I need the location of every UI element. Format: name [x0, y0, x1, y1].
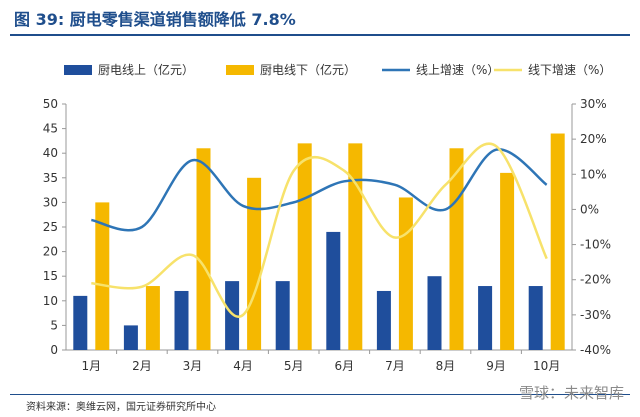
- bar-online: [174, 290, 189, 350]
- bars: [73, 133, 565, 350]
- title-divider: [10, 34, 630, 36]
- bar-offline: [95, 202, 110, 350]
- bar-offline: [145, 286, 160, 350]
- x-tick-label: 10月: [533, 359, 560, 373]
- y-left-tick-label: 40: [43, 146, 58, 160]
- legend-label: 线上增速（%）: [416, 63, 499, 77]
- y-left-tick-label: 5: [50, 318, 58, 332]
- bar-online: [427, 276, 442, 350]
- x-tick-label: 5月: [284, 359, 304, 373]
- legend-label: 厨电线下（亿元）: [260, 62, 356, 77]
- y-right-tick-label: 0%: [580, 202, 599, 216]
- y-right-tick-label: 10%: [580, 167, 607, 181]
- y-right-tick-label: -30%: [580, 308, 611, 322]
- legend-swatch-bar: [64, 65, 92, 75]
- x-tick-label: 9月: [486, 359, 506, 373]
- y-left-tick-label: 50: [43, 97, 58, 111]
- bar-offline: [550, 133, 565, 350]
- bar-offline: [449, 148, 464, 350]
- y-left-tick-label: 30: [43, 195, 58, 209]
- y-left-tick-label: 35: [43, 171, 58, 185]
- y-left-tick-label: 20: [43, 245, 58, 259]
- legend: 厨电线上（亿元） 厨电线下（亿元） 线上增速（%） 线下增速（%）: [64, 62, 611, 77]
- legend-swatch-bar: [226, 65, 254, 75]
- bar-offline: [398, 197, 413, 350]
- x-tick-label: 6月: [334, 359, 354, 373]
- y-right-tick-label: -10%: [580, 238, 611, 252]
- y-right-tick-label: 20%: [580, 132, 607, 146]
- bar-online: [326, 231, 341, 350]
- line-offline-growth: [91, 142, 548, 318]
- y-right-tick-label: -20%: [580, 273, 611, 287]
- lines: [91, 142, 548, 318]
- bar-offline: [196, 148, 211, 350]
- bar-offline: [348, 143, 363, 350]
- y-left-tick-label: 15: [43, 269, 58, 283]
- y-right-tick-label: 30%: [580, 97, 607, 111]
- x-tick-label: 2月: [132, 359, 152, 373]
- bar-online: [225, 281, 240, 350]
- line-online-growth: [91, 148, 548, 232]
- x-tick-label: 7月: [385, 359, 405, 373]
- legend-label: 厨电线上（亿元）: [98, 62, 194, 77]
- axes: 0 5 10 15 20 25 30 35 40 45 50 -40% -30% -20% -10% 0% 10…: [43, 97, 611, 373]
- bar-online: [478, 286, 493, 350]
- footer-divider: [10, 394, 630, 395]
- x-tick-label: 3月: [183, 359, 203, 373]
- y-left-tick-label: 45: [43, 122, 58, 136]
- bar-online: [376, 290, 391, 350]
- y-left-tick-label: 0: [50, 343, 58, 357]
- x-tick-label: 1月: [81, 359, 101, 373]
- y-right-tick-label: -40%: [580, 343, 611, 357]
- bar-offline: [500, 172, 515, 350]
- bar-offline: [297, 143, 312, 350]
- watermark: 雪球：未来智库: [518, 384, 624, 402]
- y-left-tick-label: 10: [43, 294, 58, 308]
- bar-offline: [247, 177, 262, 350]
- source-note: 资料来源：奥维云网，国元证券研究所中心: [26, 402, 216, 413]
- bar-online: [73, 295, 88, 350]
- x-tick-label: 8月: [436, 359, 456, 373]
- bar-online: [275, 281, 290, 350]
- legend-label: 线下增速（%）: [528, 63, 611, 77]
- bar-online: [528, 286, 543, 350]
- x-tick-label: 4月: [233, 359, 253, 373]
- bar-online: [123, 325, 138, 350]
- chart-title: 图 39: 厨电零售渠道销售额降低 7.8%: [14, 10, 296, 29]
- y-left-tick-label: 25: [43, 220, 58, 234]
